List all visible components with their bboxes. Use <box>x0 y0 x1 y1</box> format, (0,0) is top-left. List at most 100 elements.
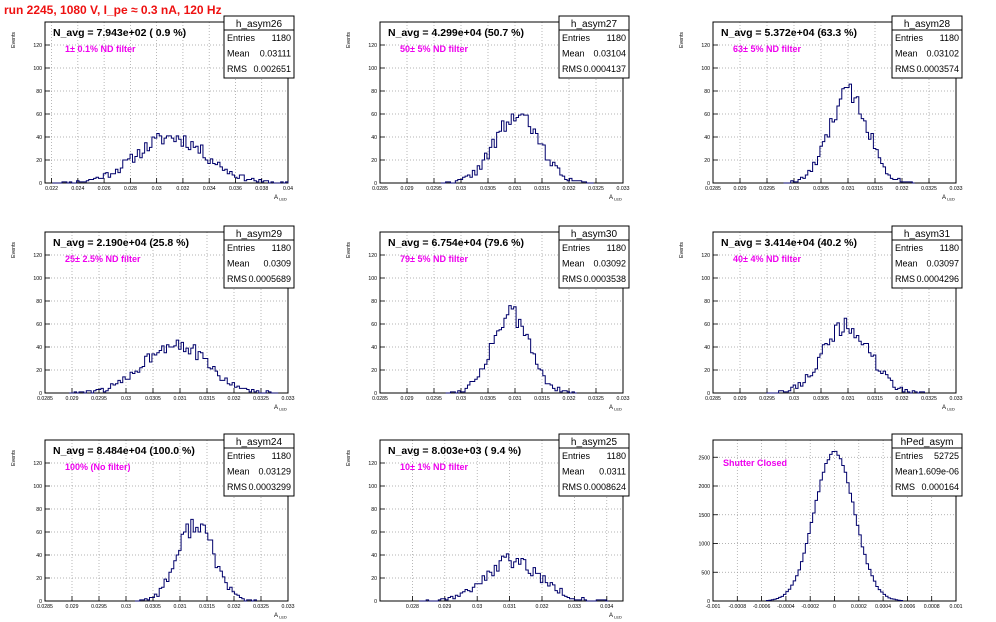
x-tick-label: 0.0285 <box>705 186 721 192</box>
stats-value: 0.03111 <box>260 49 291 59</box>
x-tick-label: 0.0006 <box>899 604 915 610</box>
x-tick-label: 0.0285 <box>372 396 388 402</box>
x-tick-label: 0.0315 <box>534 186 550 192</box>
x-tick-label: 0.033 <box>617 396 630 402</box>
x-tick-label: -0.0008 <box>728 604 746 610</box>
stats-box-frame <box>891 433 963 497</box>
stats-box: h_asym28 Entries 1180 Mean 0.03102 RMS 0.00035… <box>891 15 963 79</box>
filter-label: 79± 5% ND filter <box>400 254 468 264</box>
y-axis-title: Events <box>11 242 17 258</box>
stats-box-frame <box>223 225 295 289</box>
x-tick-label: 0.0325 <box>921 396 937 402</box>
stats-value: 0.0003299 <box>248 482 291 492</box>
y-tick-label: 20 <box>371 368 377 374</box>
y-axis-title: Events <box>346 32 352 48</box>
histogram-panel-h_asym31: 0.0285 0.029 0.0295 0.03 0.0305 0.031 0.0315 0.… <box>679 225 963 412</box>
x-tick-label: 0.034 <box>203 186 216 192</box>
histogram-name: hPed_asym <box>901 437 954 448</box>
y-tick-label: 20 <box>36 368 42 374</box>
histogram-panel-h_asym29: 0.0285 0.029 0.0295 0.03 0.0305 0.031 0.0315 0.… <box>11 225 295 412</box>
y-tick-label: 20 <box>704 158 710 164</box>
x-tick-label: 0.001 <box>950 604 963 610</box>
stats-key: Entries <box>895 33 924 43</box>
y-tick-label: 120 <box>701 253 710 259</box>
x-tick-label: 0.0305 <box>145 396 161 402</box>
stats-key: RMS <box>895 274 915 284</box>
stats-value: 0.0003538 <box>583 274 626 284</box>
histogram-name: h_asym28 <box>904 19 951 30</box>
filter-label: 1± 0.1% ND filter <box>65 44 136 54</box>
x-tick-label: 0.0305 <box>145 604 161 610</box>
navg-label: N_avg = 6.754e+04 (79.6 %) <box>388 237 524 249</box>
stats-key: RMS <box>562 482 582 492</box>
y-tick-label: 60 <box>371 112 377 118</box>
x-tick-label: 0.028 <box>406 604 419 610</box>
x-tick-label: 0.0305 <box>813 186 829 192</box>
y-tick-label: 60 <box>704 322 710 328</box>
x-tick-label: 0.0305 <box>480 186 496 192</box>
histogram-name: h_asym27 <box>571 19 618 30</box>
plot-frame <box>379 439 624 602</box>
x-axis-title: A LED <box>274 195 287 202</box>
stats-key: Mean <box>227 49 250 59</box>
x-tick-label: 0.03 <box>152 186 162 192</box>
y-tick-label: 100 <box>701 66 710 72</box>
x-tick-label: 0.0315 <box>867 186 883 192</box>
x-tick-label: 0 <box>833 604 836 610</box>
stats-box: h_asym27 Entries 1180 Mean 0.03104 RMS 0.00041… <box>558 15 630 79</box>
histogram-series <box>783 83 915 184</box>
x-tick-label: 0.029 <box>401 396 414 402</box>
stats-key: Mean <box>562 259 585 269</box>
y-tick-label: 100 <box>33 276 42 282</box>
stats-key: Entries <box>562 33 591 43</box>
x-tick-label: 0.028 <box>124 186 137 192</box>
navg-label: N_avg = 8.003e+03 ( 9.4 %) <box>388 445 521 457</box>
stats-value: 0.0003574 <box>916 64 959 74</box>
y-tick-label: 40 <box>371 553 377 559</box>
stats-value: 0.0309 <box>263 259 291 269</box>
y-tick-label: 120 <box>33 461 42 467</box>
y-tick-label: 60 <box>371 530 377 536</box>
y-tick-label: 20 <box>704 368 710 374</box>
y-tick-label: 40 <box>371 135 377 141</box>
stats-key: Entries <box>562 451 591 461</box>
y-tick-label: 80 <box>36 89 42 95</box>
y-tick-label: 120 <box>33 43 42 49</box>
y-tick-label: 1000 <box>698 542 710 548</box>
stats-key: RMS <box>227 64 247 74</box>
x-tick-label: 0.029 <box>734 396 747 402</box>
stats-box: h_asym24 Entries 1180 Mean 0.03129 RMS 0.00032… <box>223 433 295 497</box>
x-tick-label: 0.032 <box>563 186 576 192</box>
histogram-name: h_asym31 <box>904 229 951 240</box>
y-tick-label: 60 <box>36 112 42 118</box>
stats-box-frame <box>558 433 630 497</box>
x-tick-label: 0.0295 <box>426 186 442 192</box>
y-tick-label: 2500 <box>698 455 710 461</box>
y-tick-label: 60 <box>704 112 710 118</box>
page-title: run 2245, 1080 V, I_pe ≈ 0.3 nA, 120 Hz <box>4 3 222 17</box>
y-axis-title: Events <box>679 32 685 48</box>
x-tick-label: 0.036 <box>229 186 242 192</box>
x-tick-label: -0.0006 <box>753 604 771 610</box>
stats-key: Mean <box>895 467 918 477</box>
x-tick-label: 0.029 <box>401 186 414 192</box>
x-tick-label: 0.0315 <box>534 396 550 402</box>
x-tick-label: 0.031 <box>509 186 522 192</box>
x-tick-label: 0.031 <box>842 396 855 402</box>
x-tick-label: 0.0295 <box>759 186 775 192</box>
stats-value: 0.03104 <box>593 49 626 59</box>
x-tick-label: 0.0305 <box>480 396 496 402</box>
filter-label: 50± 5% ND filter <box>400 44 468 54</box>
filter-label: 100% (No filter) <box>65 462 131 472</box>
x-tick-label: 0.03 <box>456 396 466 402</box>
x-tick-label: 0.0285 <box>37 604 53 610</box>
y-tick-label: 80 <box>371 299 377 305</box>
stats-value: 1180 <box>940 243 959 253</box>
stats-value: 1180 <box>272 243 291 253</box>
histogram-panel-h_asym26: 0.022 0.024 0.026 0.028 0.03 0.032 0.034 0.036 0… <box>11 15 295 202</box>
y-tick-label: 40 <box>36 345 42 351</box>
y-tick-label: 1500 <box>698 513 710 519</box>
stats-box-frame <box>223 15 295 79</box>
stats-value: 0.03097 <box>926 259 959 269</box>
